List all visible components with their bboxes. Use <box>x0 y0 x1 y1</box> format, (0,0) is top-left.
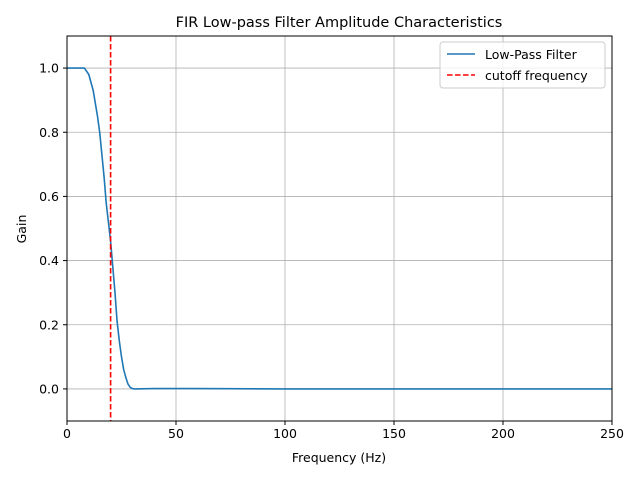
legend-label-cutoff: cutoff frequency <box>485 68 588 83</box>
x-tick-label: 50 <box>168 426 184 441</box>
legend-label-lowpass: Low-Pass Filter <box>485 47 578 62</box>
y-tick-label: 1.0 <box>39 61 59 76</box>
y-tick-label: 0.6 <box>39 189 59 204</box>
x-axis-label: Frequency (Hz) <box>292 450 386 465</box>
x-tick-label: 200 <box>491 426 515 441</box>
x-tick-label: 100 <box>273 426 297 441</box>
ticks: 0 50 100 150 200 250 0.0 0.2 0.4 0.6 0.8 1.0 <box>39 61 624 441</box>
y-tick-label: 0.2 <box>39 317 59 332</box>
y-tick-label: 0.0 <box>39 381 59 396</box>
lowpass-filter-line <box>67 67 612 390</box>
x-tick-label: 0 <box>63 426 71 441</box>
y-tick-label: 0.4 <box>39 253 59 268</box>
grid <box>66 36 613 421</box>
x-tick-label: 150 <box>382 426 406 441</box>
y-axis-label: Gain <box>14 215 29 244</box>
legend-box <box>439 41 606 89</box>
y-tick-label: 0.8 <box>39 125 59 140</box>
legend: Low-Pass Filter cutoff frequency <box>439 41 606 89</box>
x-tick-label: 250 <box>600 426 624 441</box>
plot-area <box>67 36 612 421</box>
axes-frame <box>66 35 613 422</box>
chart-title: FIR Low-pass Filter Amplitude Characteri… <box>176 15 503 31</box>
